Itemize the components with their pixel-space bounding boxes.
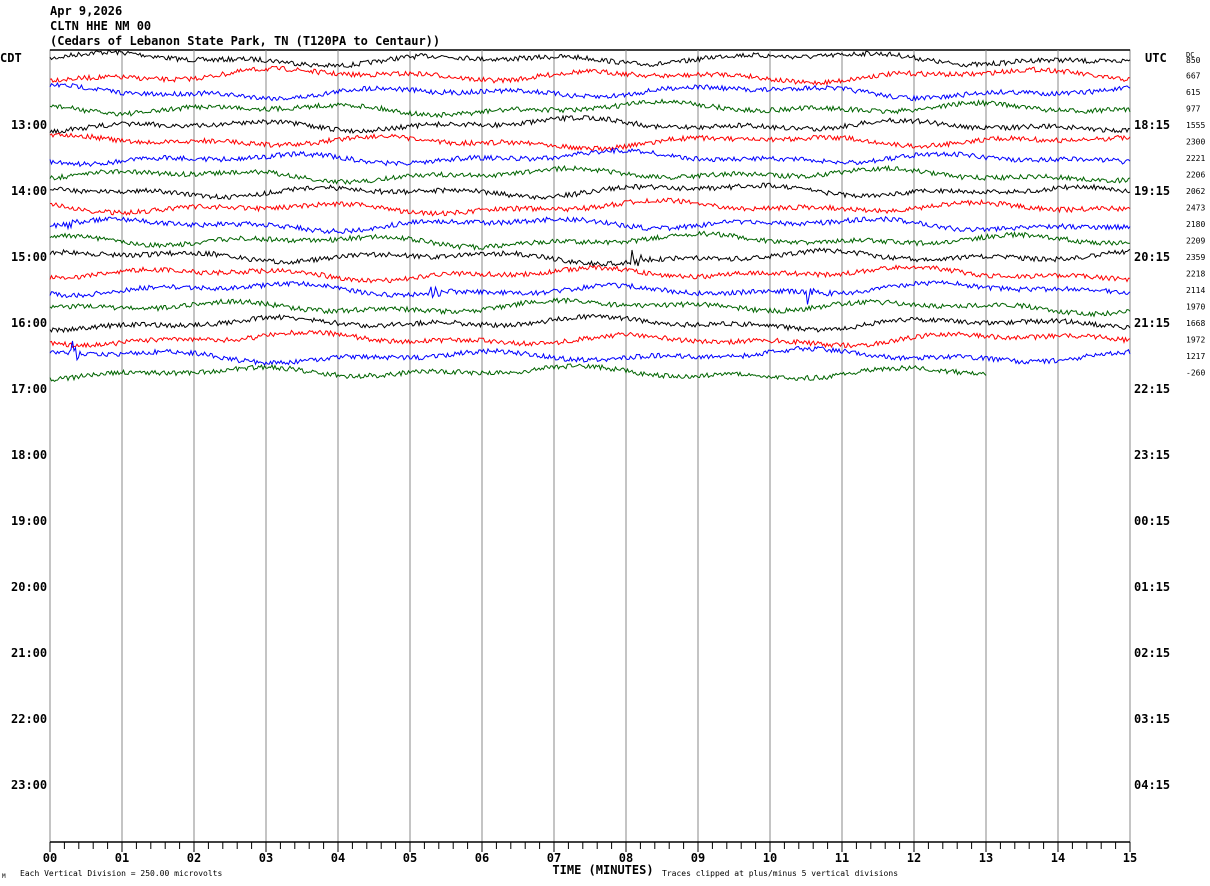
x-tick-label: 02: [187, 851, 201, 865]
seismic-trace: [49, 230, 1131, 251]
left-hour-label: 16:00: [11, 316, 47, 330]
dc-offset-label: 1555: [1186, 121, 1205, 130]
dc-offset-label: 1217: [1186, 352, 1205, 361]
right-hour-label: 01:15: [1134, 580, 1170, 594]
x-axis-title: TIME (MINUTES): [552, 863, 653, 877]
dc-offset-label: 2359: [1186, 253, 1205, 262]
seismic-trace: [49, 65, 1131, 86]
location-label: (Cedars of Lebanon State Park, TN (T120P…: [50, 34, 441, 48]
right-hour-label: 23:15: [1134, 448, 1170, 462]
dc-offset-label: 2180: [1186, 220, 1205, 229]
x-tick-label: 14: [1051, 851, 1065, 865]
x-tick-label: 11: [835, 851, 849, 865]
x-tick-label: 09: [691, 851, 705, 865]
seismic-trace: [49, 98, 1131, 119]
left-timezone-label: CDT: [0, 51, 22, 65]
dc-offset-label: 850: [1186, 56, 1201, 65]
x-tick-label: 00: [43, 851, 57, 865]
channel-label: CLTN HHE NM 00: [50, 19, 152, 33]
x-tick-label: 01: [115, 851, 129, 865]
right-hour-label: 19:15: [1134, 184, 1170, 198]
seismic-trace: [49, 264, 1130, 284]
dc-offset-label: 2062: [1186, 187, 1205, 196]
right-timezone-label: UTC: [1145, 51, 1167, 65]
left-hour-label: 20:00: [11, 580, 47, 594]
left-hour-label: 17:00: [11, 382, 47, 396]
dc-offset-label: -260: [1186, 369, 1205, 378]
left-hour-label: 22:00: [11, 712, 47, 726]
right-hour-label: 22:15: [1134, 382, 1170, 396]
dc-offset-label: 2473: [1186, 204, 1205, 213]
left-hour-label: 15:00: [11, 250, 47, 264]
dc-offset-label: 1972: [1186, 336, 1205, 345]
dc-offset-label: 1970: [1186, 303, 1205, 312]
right-hour-label: 18:15: [1134, 118, 1170, 132]
seismic-trace: [49, 164, 1131, 185]
seismic-trace: [49, 215, 1131, 235]
seismic-trace: [49, 329, 1131, 349]
seismic-trace: [49, 81, 1131, 102]
dc-offset-label: 2300: [1186, 138, 1205, 147]
left-hour-label: 14:00: [11, 184, 47, 198]
x-tick-label: 10: [763, 851, 777, 865]
right-hour-label: 21:15: [1134, 316, 1170, 330]
footer-mark: M: [2, 873, 6, 880]
x-tick-label: 13: [979, 851, 993, 865]
dc-offset-label: 2218: [1186, 270, 1205, 279]
left-hour-label: 13:00: [11, 118, 47, 132]
x-tick-label: 03: [259, 851, 273, 865]
dc-offset-label: 615: [1186, 88, 1201, 97]
seismic-trace: [49, 147, 1131, 168]
right-hour-label: 03:15: [1134, 712, 1170, 726]
x-tick-label: 15: [1123, 851, 1137, 865]
right-hour-label: 00:15: [1134, 514, 1170, 528]
dc-offset-label: 977: [1186, 105, 1201, 114]
seismic-trace: [49, 279, 1131, 305]
scale-note: Each Vertical Division = 250.00 microvol…: [20, 869, 222, 878]
clip-note: Traces clipped at plus/minus 5 vertical …: [662, 869, 898, 878]
right-hour-label: 20:15: [1134, 250, 1170, 264]
date-label: Apr 9,2026: [50, 4, 123, 18]
seismic-trace: [49, 49, 1131, 68]
left-hour-label: 23:00: [11, 778, 47, 792]
x-tick-label: 12: [907, 851, 921, 865]
right-hour-label: 02:15: [1134, 646, 1170, 660]
seismic-trace: [49, 197, 1131, 217]
x-tick-label: 06: [475, 851, 489, 865]
seismic-trace: [49, 297, 1131, 318]
x-tick-label: 04: [331, 851, 345, 865]
left-hour-label: 21:00: [11, 646, 47, 660]
seismic-trace: [49, 247, 1131, 268]
dc-offset-label: 667: [1186, 72, 1201, 81]
x-tick-label: 08: [619, 851, 633, 865]
dc-offset-label: 2114: [1186, 286, 1205, 295]
seismic-trace: [49, 363, 987, 383]
left-hour-label: 18:00: [11, 448, 47, 462]
seismic-trace: [50, 182, 1131, 201]
dc-offset-label: 2209: [1186, 237, 1205, 246]
left-hour-label: 19:00: [11, 514, 47, 528]
right-hour-label: 04:15: [1134, 778, 1170, 792]
seismic-trace: [49, 114, 1131, 135]
dc-offset-label: 2221: [1186, 154, 1205, 163]
x-tick-label: 05: [403, 851, 417, 865]
seismic-trace: [49, 340, 1131, 366]
dc-label: DC: [1186, 51, 1194, 59]
dc-offset-label: 1668: [1186, 319, 1205, 328]
seismic-trace: [49, 313, 1131, 334]
dc-offset-label: 2206: [1186, 171, 1205, 180]
seismic-trace: [49, 132, 1131, 152]
x-tick-label: 07: [547, 851, 561, 865]
